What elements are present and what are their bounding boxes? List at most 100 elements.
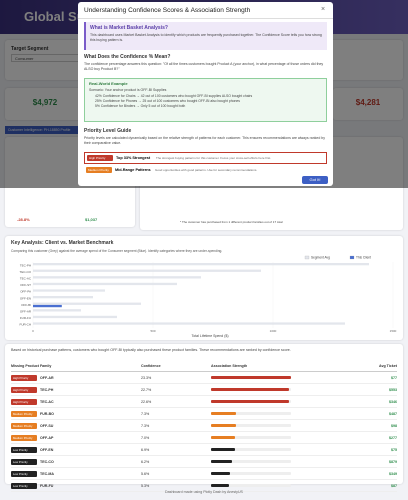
family-cell: Low Priority FUR-FU (11, 482, 141, 489)
modal-title: Understanding Confidence Scores & Associ… (84, 7, 251, 14)
ticket-cell: $75 (391, 447, 397, 452)
family-note: * The customer has purchased from 1 diff… (180, 220, 283, 224)
strength-cell (211, 460, 331, 463)
strength-bar (211, 412, 237, 415)
info-box: What is Market Basket Analysis? This das… (84, 22, 327, 50)
family-cell: Low Priority TEC-CO (11, 458, 141, 465)
priority-badge: Medium Priority (11, 434, 37, 441)
strength-cell (211, 388, 331, 391)
priority-badge: High Priority (11, 374, 37, 381)
strength-bar (211, 460, 233, 463)
family-cell: Low Priority OFF-EN (11, 446, 141, 453)
meaning: What Does the Confidence % Mean? The con… (84, 54, 327, 71)
priority-name: Top 33% Strongest (116, 156, 151, 160)
bar (33, 276, 201, 279)
strength-bar (211, 436, 236, 439)
y-tick-label: OFF-BI (21, 303, 31, 307)
family-cell: Medium Priority OFF-SU (11, 422, 141, 429)
divider (78, 18, 333, 19)
strength-track (211, 460, 291, 463)
legend-label: Segment Avg (311, 256, 330, 260)
table-row: High Priority OFF-AR 23.3% $77 (11, 372, 397, 384)
table-row: Medium Priority OFF-AP 7.0% $277 (11, 432, 397, 444)
ticket-cell: $87 (391, 483, 397, 488)
confidence-cell: 6.9% (141, 447, 150, 452)
priority-badge: Medium Priority (11, 422, 37, 429)
strength-cell (211, 436, 331, 439)
strength-bar (211, 484, 230, 487)
priority-badge: Low Priority (11, 482, 37, 489)
family-name: OFF-AP (40, 435, 54, 440)
table-row: Medium Priority OFF-SU 7.3% $98 (11, 420, 397, 432)
confidence-cell: 6.2% (141, 459, 150, 464)
strength-bar (211, 400, 289, 403)
priority-badge: High Priority (87, 155, 113, 161)
confidence-cell: 7.0% (141, 435, 150, 440)
strength-cell (211, 376, 331, 379)
strength-track (211, 424, 291, 427)
bar (33, 282, 177, 286)
strength-cell (211, 472, 331, 475)
chart-subtitle: Comparing this customer (Grey) against t… (11, 249, 222, 253)
family-name: OFF-SU (40, 423, 54, 428)
family-name: OFF-AR (40, 375, 54, 380)
got-it-button[interactable]: Got It! (302, 176, 328, 184)
strength-cell (211, 412, 331, 415)
strength-track (211, 484, 291, 487)
strength-track (211, 388, 291, 391)
strength-bar (211, 472, 231, 475)
y-tick-label: OFF-AR (20, 310, 32, 314)
chart-card: Key Analysis: Client vs. Market Benchmar… (5, 236, 403, 340)
table-row: Medium Priority FUR-BO 7.3% $487 (11, 408, 397, 420)
confidence-cell: 7.3% (141, 423, 150, 428)
header-cell: Missing Product Family (11, 363, 52, 368)
confidence-cell: 22.6% (141, 399, 152, 404)
y-tick-label: TEC-PH (20, 263, 31, 267)
strength-bar (211, 424, 237, 427)
priority-name: Mid-Range Patterns (115, 168, 151, 172)
x-tick-label: 0 (32, 329, 34, 333)
bar (33, 289, 105, 292)
meaning-text: The confidence percentage answers this q… (84, 62, 324, 71)
bar (33, 269, 261, 272)
scenario: Scenario: Your anchor product is OFF-BI … (89, 88, 167, 92)
strength-track (211, 448, 291, 451)
y-tick-label: OFF-EN (20, 296, 31, 300)
recs-intro: Based on historical purchase patterns, c… (11, 348, 291, 352)
header-cell: Avg Ticket (379, 363, 397, 368)
priority-text: Good opportunities with good patterns. U… (155, 168, 258, 172)
ticket-cell: $349 (389, 471, 397, 476)
ticket-cell: $346 (389, 399, 397, 404)
footer: Dashboard made using Plotly Dash by Anes… (165, 490, 243, 494)
family-name: FUR-FU (40, 483, 54, 488)
priority-badge: Low Priority (11, 446, 37, 453)
header-cell: Confidence (141, 363, 161, 368)
y-tick-label: FUR-FU (20, 316, 31, 320)
family-cell: High Priority TEC-AC (11, 398, 141, 405)
table-row: Low Priority OFF-EN 6.9% $75 (11, 444, 397, 456)
y-tick-label: TEC-CO (20, 270, 32, 274)
legend-swatch (304, 255, 310, 260)
example-bullet: 42% Confidence for Chairs → 42 out of 10… (95, 93, 253, 98)
example-box: Real-World Example Scenario: Your anchor… (84, 78, 327, 122)
strength-cell (211, 400, 331, 403)
priority-badge: High Priority (11, 398, 37, 405)
family-cell: High Priority TEC-PH (11, 386, 141, 393)
strength-bar (211, 448, 235, 451)
table-row: High Priority TEC-AC 22.6% $346 (11, 396, 397, 408)
table-row: Low Priority TEC-CO 6.2% $879 (11, 456, 397, 468)
ticket-cell: $553 (389, 387, 397, 392)
strength-bar (211, 388, 289, 391)
priority-row: High Priority Top 33% Strongest The strong… (84, 152, 327, 164)
x-axis-label: Total Lifetime Spend ($) (192, 334, 229, 338)
family-cell: High Priority OFF-AR (11, 374, 141, 381)
family-name: TEC-MA (40, 471, 54, 476)
modal: Understanding Confidence Scores & Associ… (78, 2, 333, 186)
family-name: OFF-EN (40, 447, 54, 452)
close-button[interactable]: × (321, 6, 326, 13)
table-row: Low Priority TEC-MA 5.6% $349 (11, 468, 397, 480)
table-row: Low Priority FUR-FU 5.3% $87 (11, 480, 397, 492)
family-cell: Low Priority TEC-MA (11, 470, 141, 477)
family-cell: Medium Priority FUR-BO (11, 410, 141, 417)
guide-text: Priority levels are calculated dynamical… (84, 136, 325, 145)
